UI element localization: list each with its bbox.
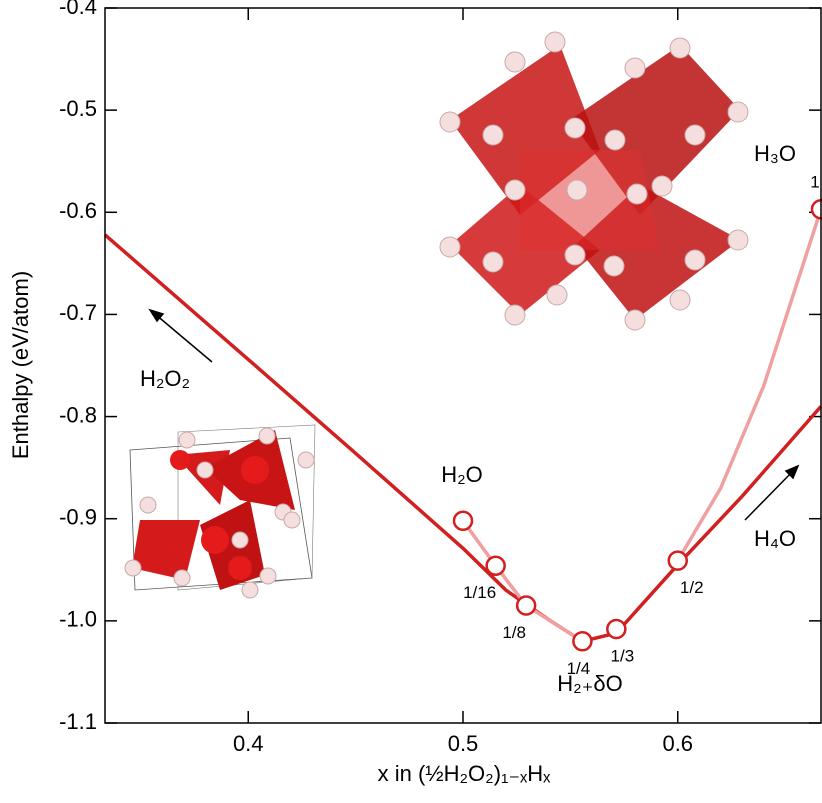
marker <box>572 631 593 652</box>
line <box>461 208 822 643</box>
annotation: H₂O <box>441 462 483 487</box>
annotation: H₃O <box>754 141 796 166</box>
y-tick-label: -1.1 <box>59 709 97 734</box>
y-axis-label: Enthalpy (eV/atom) <box>8 271 33 459</box>
point-label: 1/8 <box>502 623 526 642</box>
marker <box>485 555 506 576</box>
y-tick-label: -0.9 <box>59 505 97 530</box>
plot-frame <box>104 7 822 724</box>
x-tick-label: 0.5 <box>448 731 479 756</box>
marker <box>515 595 537 616</box>
x-tick-label: 0.6 <box>662 731 693 756</box>
y-tick-label: -0.8 <box>59 402 97 427</box>
annotation: H₄O <box>754 526 796 551</box>
marker <box>667 550 689 571</box>
arrows <box>148 308 800 521</box>
point-label: 1 <box>810 173 819 192</box>
y-tick-label: -0.4 <box>59 0 97 19</box>
point-label: 1/3 <box>611 647 635 666</box>
y-tick-label: -1.0 <box>59 607 97 632</box>
x-axis-label: x in (½H₂O₂)₁₋ₓHₓ <box>378 761 552 786</box>
y-tick-label: -0.5 <box>59 96 97 121</box>
octahedra-illustration <box>439 31 749 331</box>
tetrahedra-illustration <box>124 424 316 599</box>
point-label: 1/2 <box>680 578 704 597</box>
annotation: H₂O₂ <box>140 366 190 391</box>
marker <box>606 618 627 640</box>
annotation: H₂₊δO <box>557 671 622 696</box>
line <box>103 233 822 644</box>
y-tick-label: -0.6 <box>59 198 97 223</box>
marker <box>452 510 474 532</box>
point-label: 1/16 <box>463 583 496 602</box>
x-tick-label: 0.4 <box>233 731 264 756</box>
point-label: 1/4 <box>567 659 591 678</box>
y-tick-label: -0.7 <box>59 300 97 325</box>
